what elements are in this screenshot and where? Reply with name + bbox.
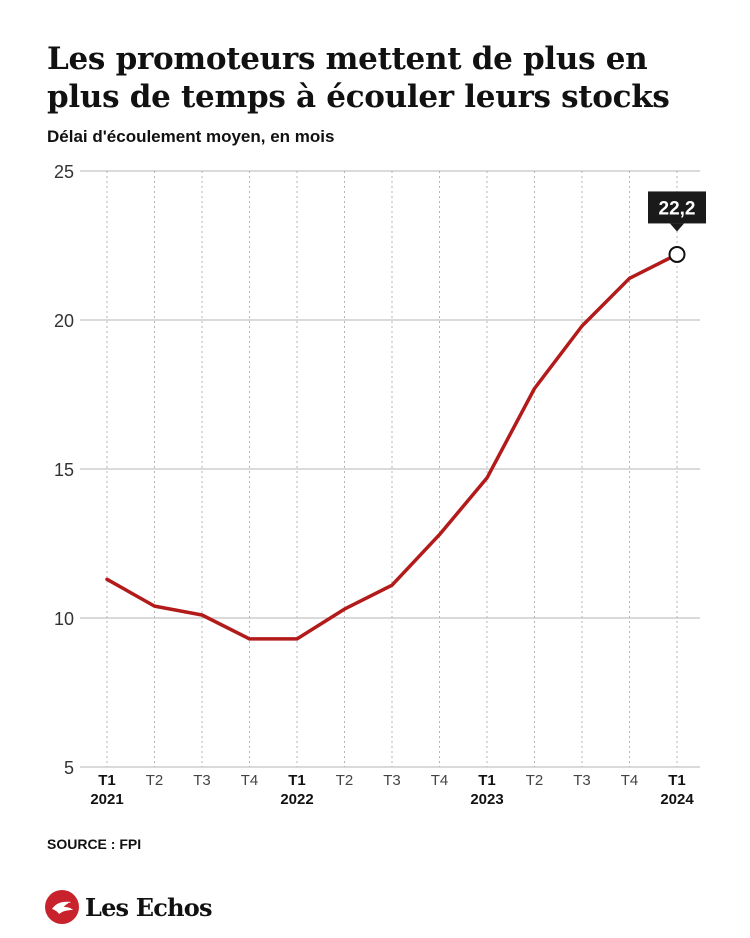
x-tick-label: T1 [288,772,306,789]
x-tick-label: T1 [478,772,496,789]
value-callout-box [648,191,706,224]
chart-title: Les promoteurs mettent de plus en plus d… [47,41,670,115]
x-tick-label: T2 [336,772,354,789]
y-tick-label: 15 [54,460,74,480]
x-tick-label: T3 [573,772,591,789]
x-tick-label: T4 [431,772,449,789]
brand-logo: Les Echos [45,890,212,924]
value-callout-pointer [670,223,684,232]
brand-name: Les Echos [85,892,212,922]
x-tick-label: T4 [241,772,259,789]
y-tick-label: 5 [64,758,74,778]
value-callout-label: 22,2 [659,198,696,219]
les-echos-logo-icon [45,890,79,924]
chart-subtitle: Délai d'écoulement moyen, en mois [47,127,335,146]
x-tick-label: T2 [526,772,544,789]
x-tick-year-label: 2023 [470,791,503,808]
x-tick-year-label: 2024 [660,791,694,808]
last-point-marker [668,245,686,263]
source-note: SOURCE : FPI [47,836,142,852]
x-tick-year-label: 2022 [280,791,313,808]
y-tick-label: 20 [54,311,74,331]
x-tick-label: T2 [146,772,164,789]
series-line [105,252,679,641]
x-tick-label: T1 [98,772,116,789]
y-tick-label: 25 [54,162,74,182]
line-chart: 5 10 15 20 25 T1 2021 T2 T3 T4 T1 2022 T2 T3 T4 T1 2023 T… [54,162,706,808]
y-tick-label: 10 [54,609,74,629]
x-tick-label: T4 [621,772,639,789]
x-tick-label: T3 [193,772,211,789]
x-tick-label: T3 [383,772,401,789]
x-tick-year-label: 2021 [90,791,123,808]
x-tick-label: T1 [668,772,686,789]
